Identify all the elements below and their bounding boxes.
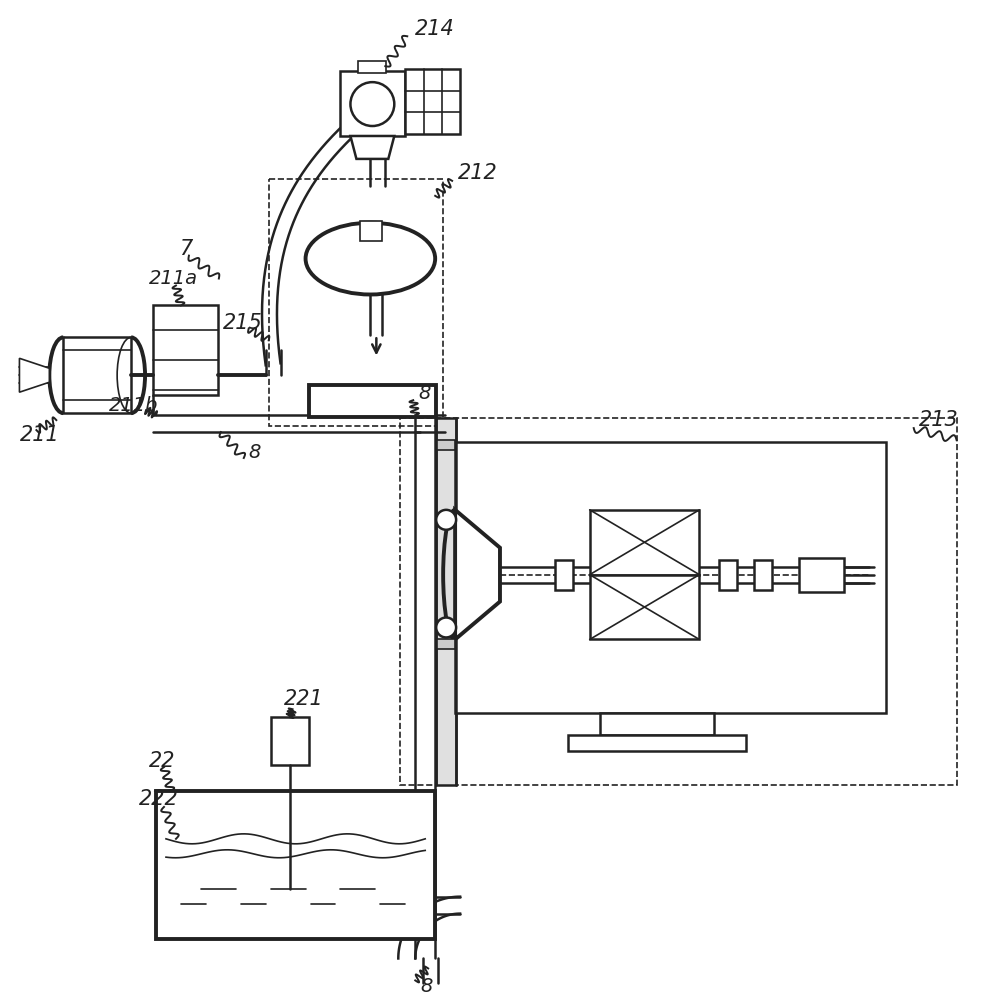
Bar (405, 69, 461, 134)
Text: 211: 211 (20, 425, 59, 445)
Bar (63, 337, 131, 413)
Bar (555, 560, 573, 590)
Bar (754, 560, 772, 590)
Text: 211a: 211a (149, 269, 198, 288)
Bar (156, 791, 435, 939)
Bar (360, 221, 383, 241)
Bar (271, 717, 309, 765)
Text: 214: 214 (415, 19, 455, 39)
Bar (437, 440, 456, 450)
Ellipse shape (306, 223, 435, 294)
Text: 215: 215 (222, 313, 263, 333)
Circle shape (436, 510, 457, 530)
Bar (456, 442, 886, 713)
Bar (436, 418, 457, 785)
Bar (799, 558, 844, 592)
Text: 22: 22 (149, 751, 175, 771)
Text: 8: 8 (249, 443, 261, 462)
Polygon shape (456, 510, 500, 639)
Text: 213: 213 (919, 410, 958, 430)
Bar (358, 61, 387, 73)
Bar (568, 735, 746, 751)
Text: 8: 8 (418, 384, 431, 403)
Circle shape (436, 618, 457, 637)
Bar (309, 385, 436, 417)
Text: 211b: 211b (109, 396, 158, 415)
Bar (719, 560, 737, 590)
Text: 221: 221 (283, 689, 324, 709)
Bar (400, 418, 956, 785)
Bar (340, 71, 405, 136)
Bar (599, 713, 714, 735)
Text: 212: 212 (459, 163, 498, 183)
Text: 7: 7 (179, 239, 192, 259)
Bar (589, 510, 700, 575)
Bar (269, 179, 443, 426)
Circle shape (350, 82, 395, 126)
Polygon shape (20, 358, 49, 392)
Text: 222: 222 (139, 789, 179, 809)
Text: 8: 8 (420, 977, 433, 996)
Polygon shape (350, 136, 395, 159)
Bar (589, 575, 700, 639)
Bar (437, 639, 456, 649)
Bar (154, 305, 217, 395)
